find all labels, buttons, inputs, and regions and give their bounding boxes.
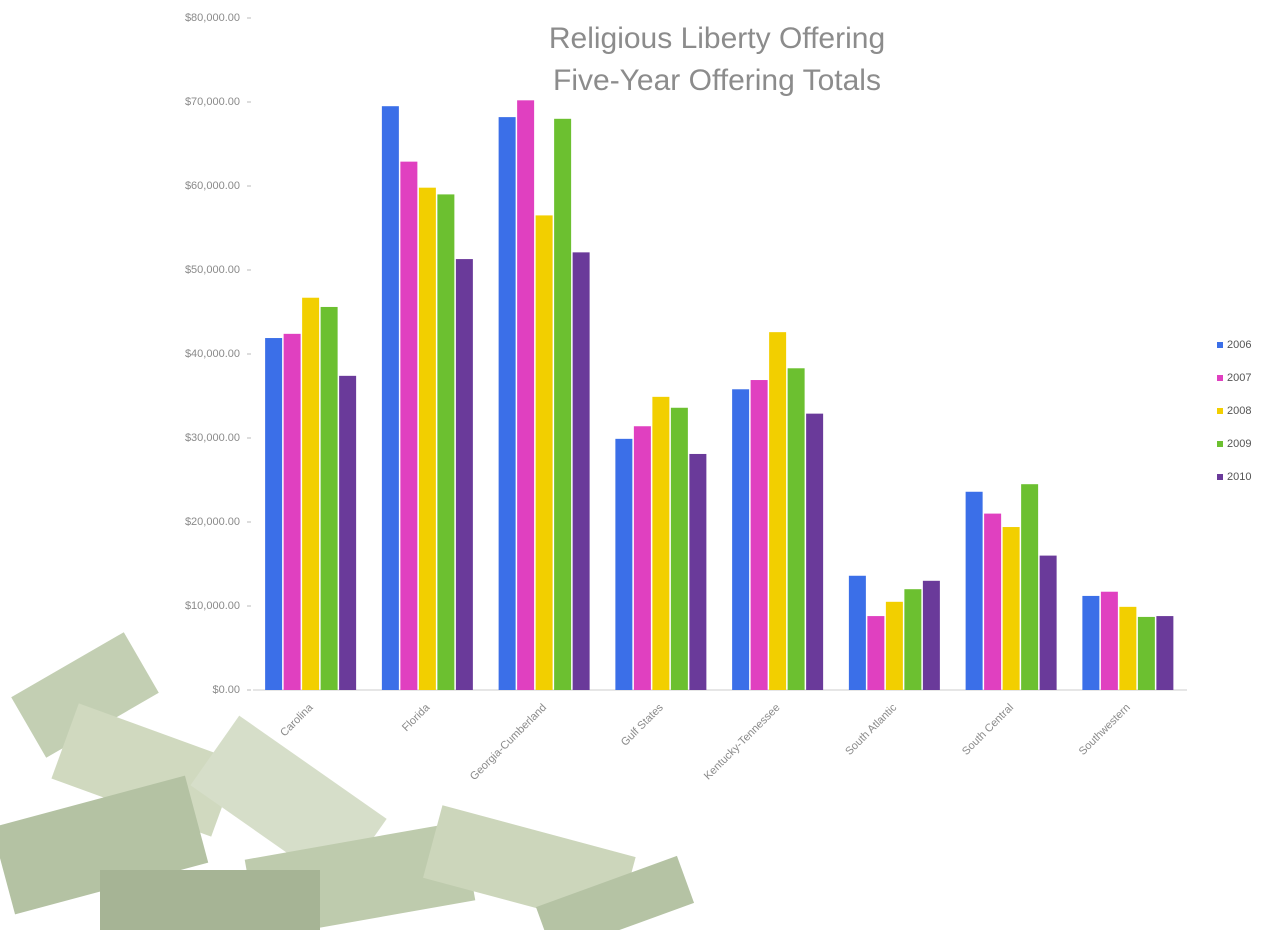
- bar: [806, 413, 824, 690]
- bar: [885, 601, 903, 690]
- legend-label: 2008: [1227, 405, 1251, 417]
- bar: [750, 380, 768, 690]
- legend-swatch: [1217, 375, 1223, 381]
- bar: [1100, 591, 1118, 690]
- y-tick-label: $0.00: [212, 684, 240, 696]
- y-tick-label: $10,000.00: [185, 600, 240, 612]
- legend-swatch: [1217, 408, 1223, 414]
- bar: [984, 513, 1002, 690]
- chart-title: Religious Liberty Offering: [549, 22, 885, 55]
- y-tick-label: $30,000.00: [185, 432, 240, 444]
- x-tick-label: Georgia-Cumberland: [468, 702, 549, 783]
- y-tick-label: $80,000.00: [185, 12, 240, 24]
- bar: [922, 580, 940, 690]
- bar: [283, 333, 301, 690]
- legend-label: 2010: [1227, 471, 1251, 483]
- legend-swatch: [1217, 441, 1223, 447]
- bar: [1082, 595, 1100, 690]
- bar: [455, 259, 473, 690]
- bar: [302, 297, 320, 690]
- bar: [965, 491, 983, 690]
- y-tick-label: $50,000.00: [185, 264, 240, 276]
- legend-label: 2009: [1227, 438, 1251, 450]
- x-tick-label: Gulf States: [619, 701, 666, 748]
- y-tick-label: $20,000.00: [185, 516, 240, 528]
- legend-swatch: [1217, 474, 1223, 480]
- bar: [615, 438, 633, 690]
- bar: [732, 389, 750, 690]
- bar: [517, 100, 535, 690]
- bar: [400, 161, 418, 690]
- chart-subtitle: Five-Year Offering Totals: [553, 64, 881, 97]
- x-tick-label: Kentucky-Tennessee: [702, 702, 783, 783]
- bar: [1156, 616, 1174, 690]
- bar: [418, 187, 436, 690]
- bar: [320, 306, 338, 690]
- bar: [339, 375, 357, 690]
- bar: [572, 252, 590, 691]
- bar: [867, 616, 885, 690]
- bar: [535, 215, 553, 690]
- x-tick-label: Florida: [400, 701, 433, 734]
- bar: [1002, 527, 1020, 690]
- x-tick-label: Southwestern: [1077, 702, 1133, 758]
- y-tick-label: $40,000.00: [185, 348, 240, 360]
- bar: [848, 575, 866, 690]
- legend-label: 2006: [1227, 339, 1251, 351]
- bar: [554, 118, 572, 691]
- x-tick-label: South Central: [960, 702, 1016, 758]
- x-tick-label: Carolina: [278, 701, 316, 739]
- bar: [670, 407, 688, 690]
- bar: [1137, 616, 1155, 690]
- bar: [498, 117, 516, 691]
- bill: [100, 870, 320, 930]
- bar: [381, 106, 399, 690]
- x-tick-label: South Atlantic: [843, 701, 899, 757]
- bill: [11, 632, 159, 758]
- y-tick-label: $70,000.00: [185, 96, 240, 108]
- bar: [652, 396, 670, 690]
- bill: [0, 775, 209, 915]
- bar: [904, 589, 922, 690]
- legend-label: 2007: [1227, 372, 1251, 384]
- bar: [1021, 484, 1039, 690]
- bar: [265, 338, 283, 690]
- legend-swatch: [1217, 342, 1223, 348]
- bar: [787, 368, 805, 690]
- bar: [769, 332, 787, 690]
- money-decoration: [0, 632, 695, 930]
- y-tick-label: $60,000.00: [185, 180, 240, 192]
- bar: [689, 453, 707, 690]
- bar: [633, 426, 651, 690]
- bar: [1119, 606, 1137, 690]
- bar: [1039, 555, 1057, 690]
- bar: [437, 194, 455, 690]
